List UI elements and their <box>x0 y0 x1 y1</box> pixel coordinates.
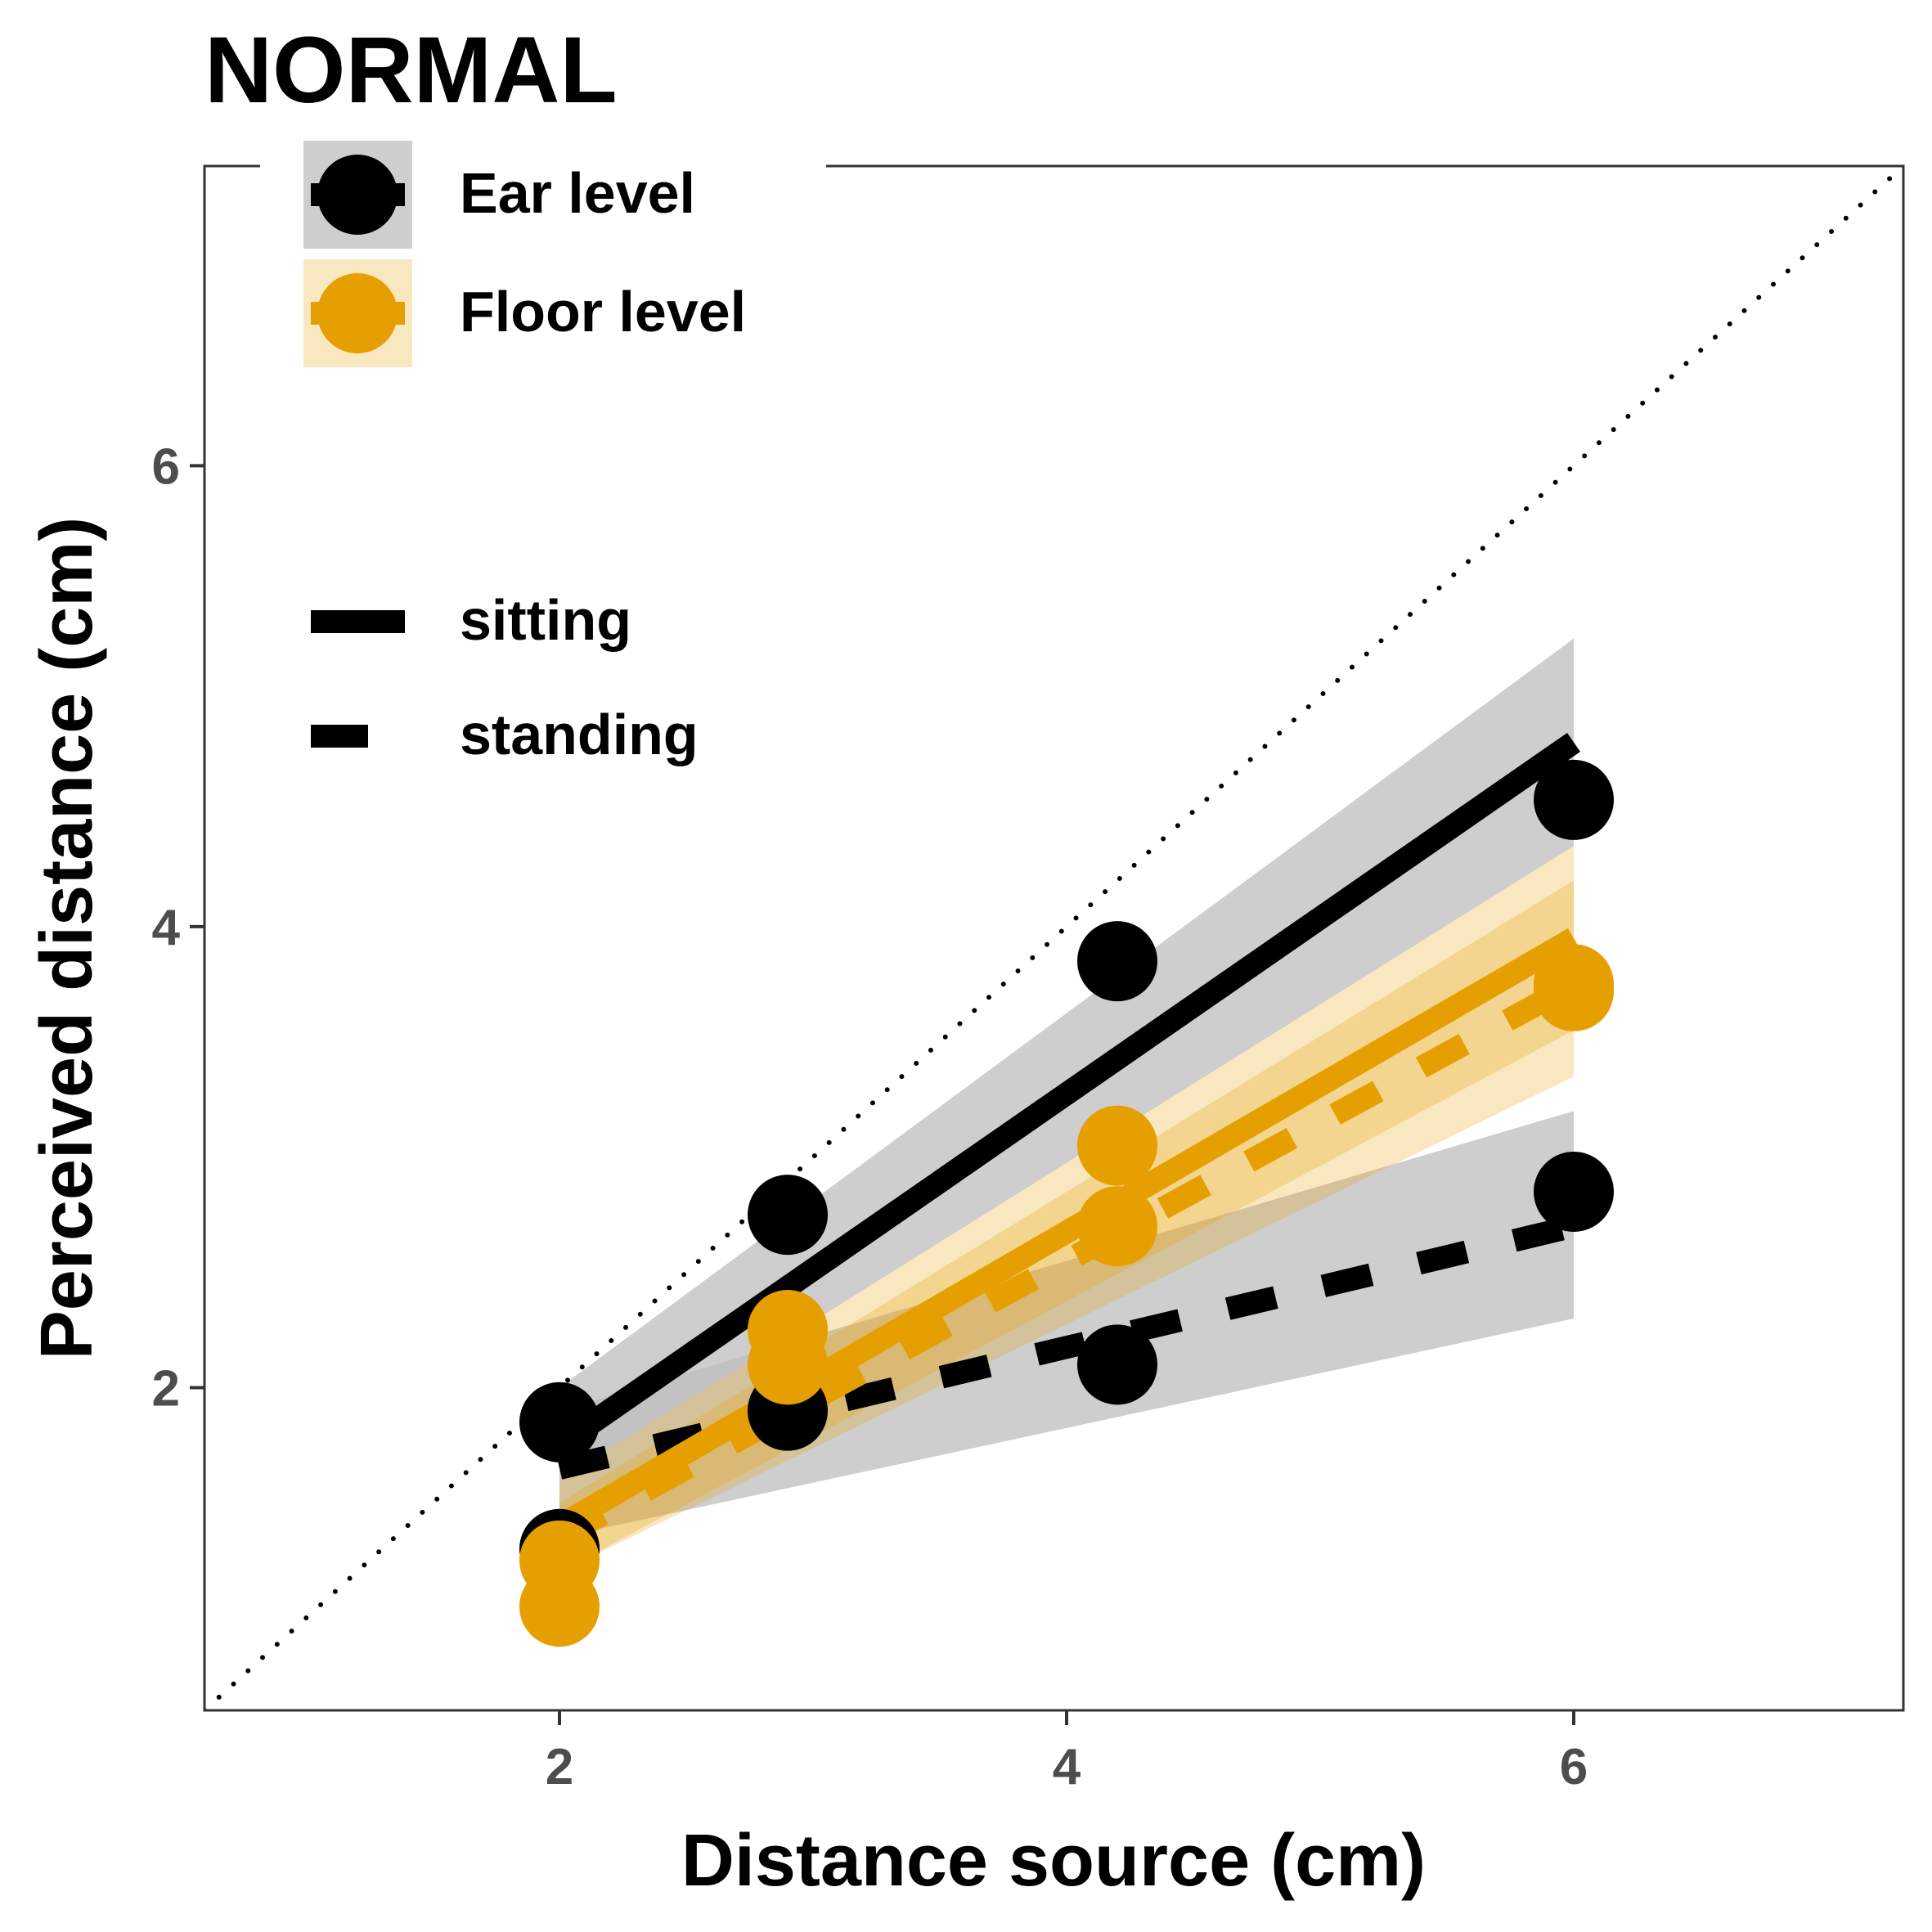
legend-key-point-floor <box>317 273 398 353</box>
fit-lines <box>553 732 1580 1548</box>
axes: 2 4 6 2 4 6 <box>152 438 1588 1795</box>
point-floor-standing-2 <box>1077 1186 1157 1267</box>
fit-line-ear-standing <box>556 1215 1577 1480</box>
data-points <box>519 759 1614 1647</box>
identity-line <box>204 166 1903 1710</box>
point-floor-sitting-2 <box>1077 1105 1157 1186</box>
point-ear-standing-2 <box>1077 1324 1157 1405</box>
point-floor-standing-3 <box>1534 950 1614 1031</box>
point-ear-sitting-0 <box>519 1382 600 1462</box>
legend-key-point-ear <box>317 155 398 235</box>
point-ear-sitting-2 <box>1077 921 1157 1002</box>
x-tick-label-2: 2 <box>546 1739 573 1795</box>
x-tick-label-6: 6 <box>1560 1739 1588 1795</box>
legend-label-standing: standing <box>460 703 699 766</box>
point-ear-standing-3 <box>1534 1151 1614 1232</box>
point-ear-sitting-3 <box>1534 759 1614 840</box>
y-tick-label-4: 4 <box>152 900 181 956</box>
legend-label-sitting: sitting <box>460 588 631 652</box>
fit-line-ear-sitting <box>553 732 1580 1455</box>
legend-label-floor: Floor level <box>460 280 746 344</box>
y-tick-label-2: 2 <box>152 1360 180 1417</box>
x-tick-label-4: 4 <box>1053 1739 1081 1795</box>
plot-panel-border <box>203 164 1905 1712</box>
y-tick-label-6: 6 <box>152 438 180 495</box>
chart-title: NORMAL <box>204 18 618 123</box>
fit-line-floor-sitting <box>553 928 1580 1536</box>
legend-label-ear: Ear level <box>460 161 695 225</box>
point-floor-standing-0 <box>519 1566 600 1647</box>
legend: Ear level Floor level sitting standing <box>260 135 826 766</box>
y-axis-label: Perceived distance (cm) <box>26 517 108 1359</box>
point-floor-standing-1 <box>748 1324 828 1405</box>
reference-layer <box>204 166 1903 1710</box>
point-ear-sitting-1 <box>748 1175 828 1256</box>
x-axis-label: Distance source (cm) <box>681 1820 1426 1902</box>
